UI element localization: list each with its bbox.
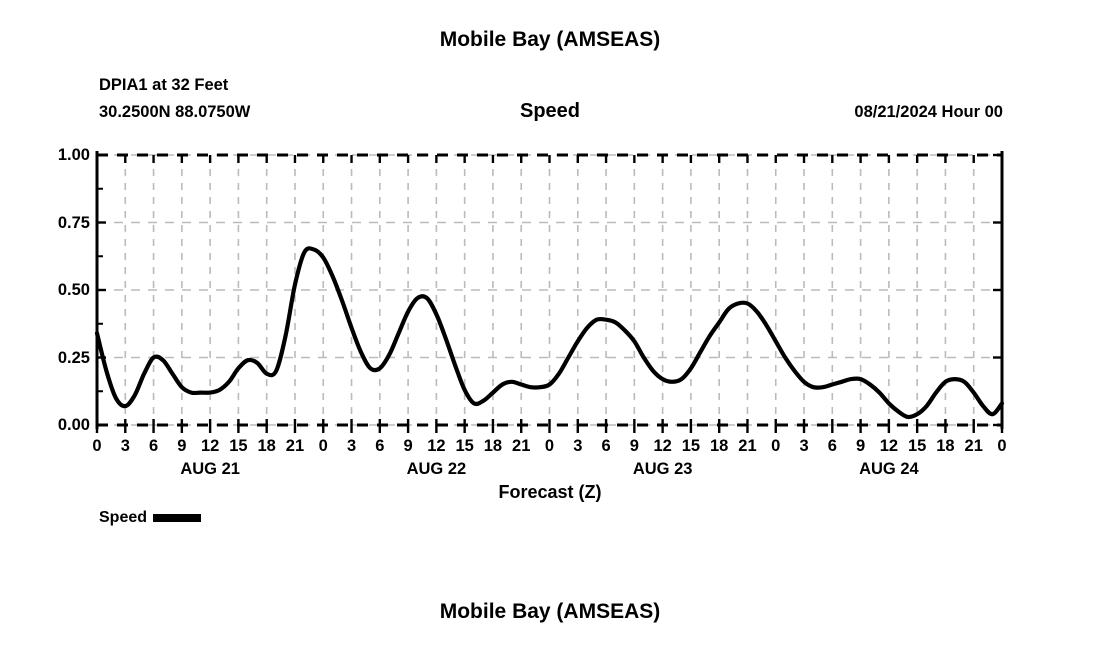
coordinates-label: 30.2500N 88.0750W [99,103,251,121]
y-axis-tick-label: 0.00 [57,416,90,434]
x-axis-tick-label: 0 [771,437,781,455]
x-axis-tick-label: 21 [285,437,305,455]
page-title-top: Mobile Bay (AMSEAS) [439,28,661,51]
x-axis-day-label: AUG 21 [180,460,240,478]
x-axis-tick-label: 0 [92,437,102,455]
x-axis-tick-label: 12 [427,437,446,455]
x-axis-day-label: AUG 24 [859,460,919,478]
x-axis-tick-label: 15 [907,437,927,455]
y-axis-tick-label: 1.00 [57,146,90,164]
x-axis-tick-label: 12 [879,437,899,455]
x-axis-tick-label: 6 [601,437,611,455]
x-axis-tick-label: 18 [710,437,729,455]
x-axis-tick-label: 6 [375,437,385,455]
x-axis-day-label: AUG 23 [632,460,693,478]
station-label: DPIA1 at 32 Feet [99,76,229,94]
x-axis-tick-label: 21 [512,437,531,455]
x-axis-tick-label: 18 [483,437,503,455]
x-axis-tick-label: 9 [629,437,639,455]
x-axis-tick-label: 21 [738,437,757,455]
data-series-line [94,246,1005,420]
x-axis-tick-label: 6 [827,437,837,455]
x-axis-tick-label: 9 [403,437,413,455]
x-axis-tick-label: 9 [856,437,866,455]
x-axis-tick-label: 3 [346,437,357,455]
x-axis-tick-label: 15 [681,437,701,455]
y-axis-tick-label: 0.25 [57,348,90,367]
x-axis-tick-label: 6 [148,437,159,455]
x-axis-tick-label: 9 [177,437,187,455]
y-axis-tick-label: 0.75 [57,213,90,232]
x-axis-tick-label: 18 [936,437,955,455]
legend-swatch-speed [153,514,202,522]
y-axis-tick-labels: 1.00 0.75 0.50 0.25 0.00 [30,0,90,650]
x-axis-tick-label: 15 [455,437,474,455]
y-axis-tick-label: 0.50 [57,281,90,299]
x-axis-tick-label: 0 [318,437,328,455]
legend: Speed [99,509,202,527]
x-axis-tick-label: 3 [799,437,809,455]
model-run-label: 08/21/2024 Hour 00 [854,103,1003,121]
x-axis-tick-label: 12 [653,437,672,455]
page-title-bottom: Mobile Bay (AMSEAS) [439,600,661,623]
x-axis-day-label: AUG 22 [406,460,467,478]
x-axis-tick-label: 15 [229,437,248,455]
x-axis-tick-label: 12 [200,437,220,455]
x-axis-tick-label: 18 [257,437,276,455]
x-axis-tick-label: 21 [964,437,983,455]
x-axis-label: Forecast (Z) [498,482,602,502]
x-axis-tick-label: 0 [544,437,555,455]
legend-label-speed: Speed [99,509,148,526]
chart-subtitle: Speed [519,100,581,122]
x-axis-tick-label: 3 [573,437,583,455]
x-axis-tick-label: 0 [997,437,1007,455]
x-axis-tick-label: 3 [120,437,130,455]
